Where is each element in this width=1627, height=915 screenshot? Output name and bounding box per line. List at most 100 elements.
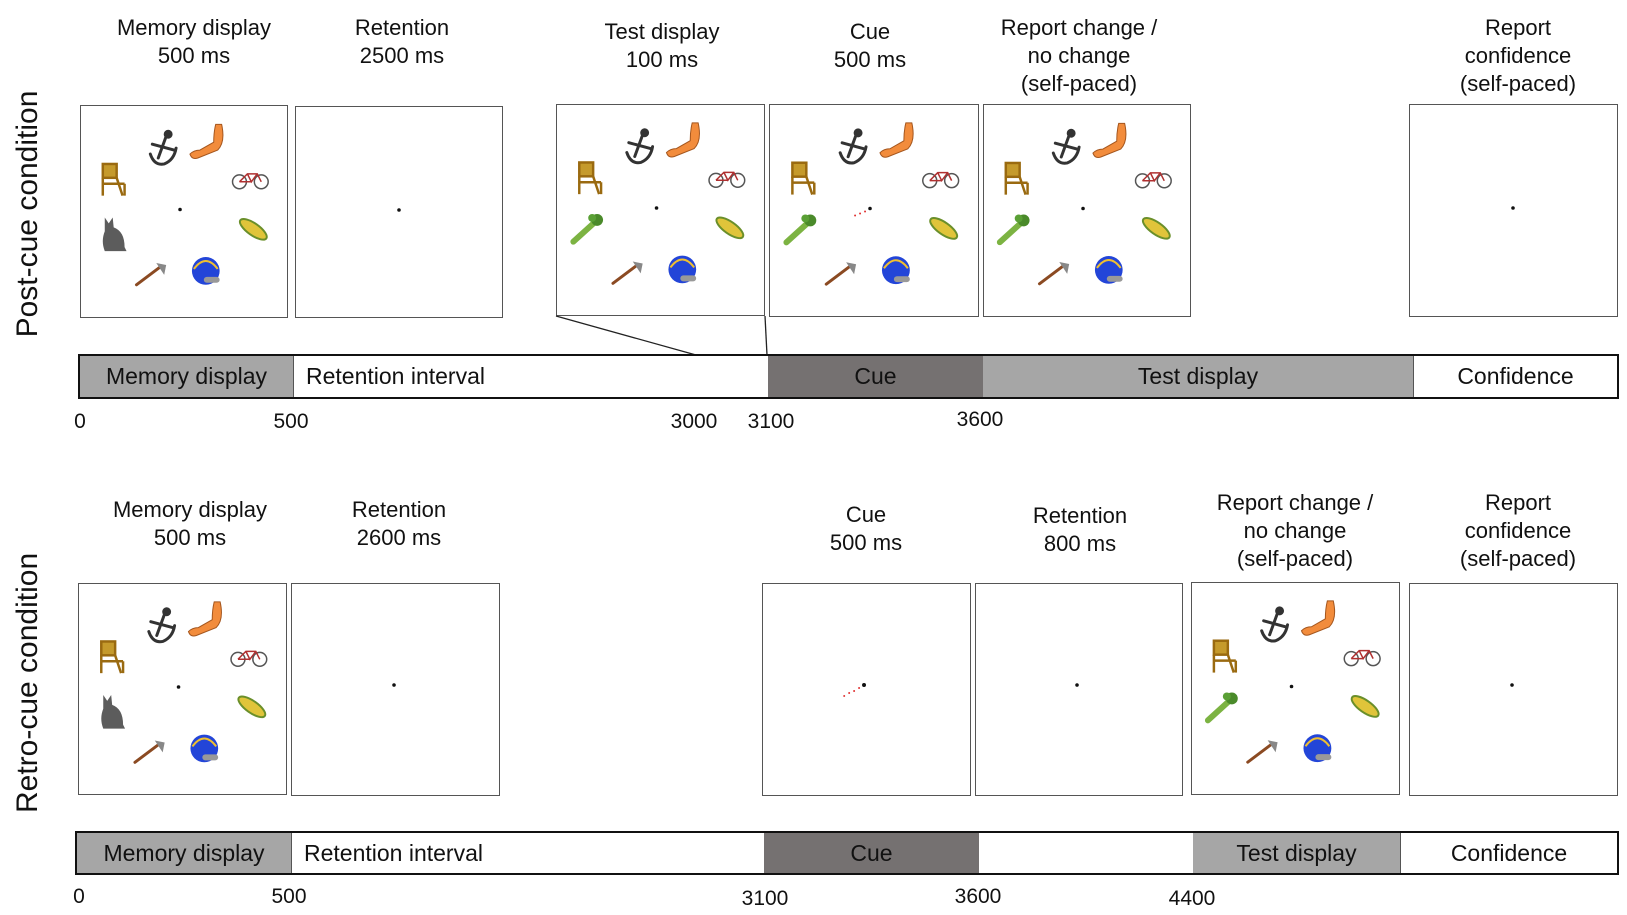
anchor-icon [1051,128,1081,165]
post-seg-confidence: Confidence [1413,356,1617,397]
fixation-dot [1289,684,1294,689]
cue-dots [843,687,861,697]
celery-icon [783,214,817,246]
anchor-icon [148,129,178,166]
bicycle-icon [230,650,268,667]
axe-icon [1246,740,1278,764]
retro-seg-retention: Retention interval [291,833,777,873]
fixation-dot [397,208,401,212]
fixation-dot [1511,206,1515,210]
anchor-icon [1260,606,1290,643]
bicycle-icon [231,173,269,190]
retro-cue-condition-title: Retro-cue condition [11,552,44,813]
post-tick-500: 500 [273,410,309,433]
axe-icon [1037,262,1070,286]
helmet-icon [190,734,219,763]
retro-label-retention: Retention 2600 ms [351,497,447,550]
arm-icon [187,601,222,637]
retro-tick-3100: 3100 [741,887,789,910]
retro-memory-display-panel [78,583,287,795]
chair-icon [100,640,125,674]
fixation-dot [654,206,659,210]
retro-seg-retention2 [979,833,1193,873]
chair-icon [1212,639,1238,673]
arm-icon [879,122,914,158]
post-cue-condition-title: Post-cue condition [11,90,44,338]
helmet-icon [1303,734,1332,763]
retro-seg-confidence: Confidence [1400,833,1617,873]
retro-label-cue: Cue 500 ms [829,502,903,555]
retro-tick-4400: 4400 [1168,887,1216,910]
celery-icon [996,214,1030,246]
post-retention-panel [295,106,503,318]
axe-icon [134,263,167,287]
anchor-icon [838,128,868,165]
retro-seg-cue: Cue [764,833,979,873]
bicycle-icon [1134,172,1172,189]
chair-icon [791,161,816,195]
chair-icon [101,162,126,197]
corn-icon [238,218,268,241]
retro-seg-memory: Memory display [77,833,291,873]
fixation-dot [1510,683,1514,687]
cat-icon [102,217,127,252]
post-label-retention: Retention 2500 ms [354,15,450,68]
post-label-memory: Memory display 500 ms [116,15,272,68]
helmet-icon [1094,256,1123,284]
post-label-cue: Cue 500 ms [833,19,907,72]
post-seg-test: Test display [983,356,1413,397]
post-report-change-panel [983,104,1191,317]
fixation-dot [1081,206,1085,211]
fixation-dot [176,685,181,689]
anchor-icon [625,128,655,165]
celery-icon [1204,692,1238,724]
retro-tick-3600: 3600 [954,885,1002,908]
retro-report-change-panel [1191,582,1400,795]
post-memory-display-panel [80,105,288,318]
post-cue-panel [769,104,979,317]
retro-label-confidence: Report confidence (self-paced) [1459,490,1577,571]
corn-icon [1141,217,1171,240]
post-label-test: Test display 100 ms [604,19,720,72]
arm-icon [189,123,224,160]
celery-icon [570,213,604,245]
post-tick-3600: 3600 [956,408,1004,431]
axe-icon [133,740,165,764]
retro-timeline-bar: Memory display Retention interval Cue Te… [75,831,1619,875]
post-seg-retention: Retention interval [293,356,781,397]
axe-icon [611,261,643,285]
fixation-dot [178,207,182,212]
helmet-icon [668,255,697,284]
post-label-confidence: Report confidence (self-paced) [1459,15,1577,96]
bicycle-icon [922,171,960,189]
retro-seg-test: Test display [1193,833,1400,873]
anchor-icon [147,607,177,644]
axe-icon [824,262,857,286]
bicycle-icon [1343,649,1381,667]
post-tick-3100: 3100 [747,410,795,433]
retro-tick-500: 500 [271,885,307,908]
chair-icon [578,161,603,195]
fixation-dot [868,206,872,211]
corn-icon [1350,695,1380,718]
retro-label-memory: Memory display 500 ms [112,497,268,550]
fixation-dot [1075,683,1079,687]
retro-label-report: Report change / no change (self-paced) [1216,490,1374,571]
cat-icon [101,694,126,729]
bicycle-icon [708,171,746,188]
post-seg-cue: Cue [768,356,983,397]
corn-icon [715,216,745,240]
cue-dots [854,210,867,217]
post-confidence-panel [1409,104,1618,317]
retro-retention2-panel [975,583,1183,796]
fixation-dot [392,683,396,687]
post-label-report: Report change / no change (self-paced) [1000,15,1158,96]
fixation-dot [862,683,867,688]
post-timeline-bar: Memory display Retention interval Cue Te… [78,354,1619,399]
retro-tick-0: 0 [73,885,85,908]
corn-icon [929,217,959,240]
chair-icon [1004,161,1029,196]
retro-retention-panel [291,583,500,796]
arm-icon [665,122,700,158]
retro-confidence-panel [1409,583,1618,796]
